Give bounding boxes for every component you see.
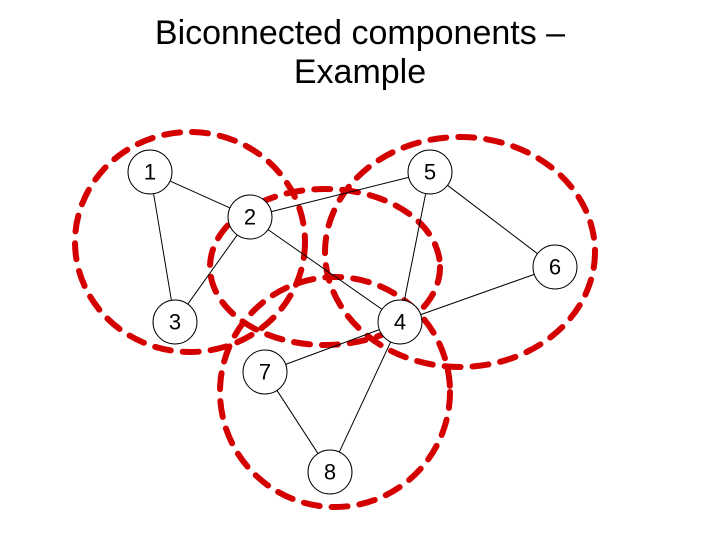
node-7: 7	[243, 350, 287, 394]
node-5: 5	[408, 150, 452, 194]
node-label-1: 1	[144, 160, 156, 185]
edge-1-2	[170, 181, 230, 208]
graph-svg: 1 2 3 4 5 6 7 8	[0, 92, 720, 552]
node-2: 2	[228, 195, 272, 239]
edge-5-6	[448, 185, 538, 253]
node-8: 8	[308, 450, 352, 494]
title-line-1: Biconnected components –	[155, 14, 565, 52]
node-label-3: 3	[169, 310, 181, 335]
edge-4-8	[339, 342, 390, 452]
node-4: 4	[378, 300, 422, 344]
node-3: 3	[153, 300, 197, 344]
node-label-5: 5	[424, 160, 436, 185]
edge-1-3	[154, 194, 172, 301]
node-label-8: 8	[324, 460, 336, 485]
page-title: Biconnected components – Example	[0, 0, 720, 92]
diagram-canvas: 1 2 3 4 5 6 7 8	[0, 92, 720, 552]
edge-2-3	[188, 235, 237, 304]
edge-4-7	[286, 330, 380, 365]
node-6: 6	[533, 245, 577, 289]
node-1: 1	[128, 150, 172, 194]
node-label-6: 6	[549, 255, 561, 280]
edge-7-8	[277, 391, 318, 454]
node-label-4: 4	[394, 310, 406, 335]
node-label-2: 2	[244, 205, 256, 230]
node-label-7: 7	[259, 360, 271, 385]
title-line-2: Example	[294, 53, 426, 91]
